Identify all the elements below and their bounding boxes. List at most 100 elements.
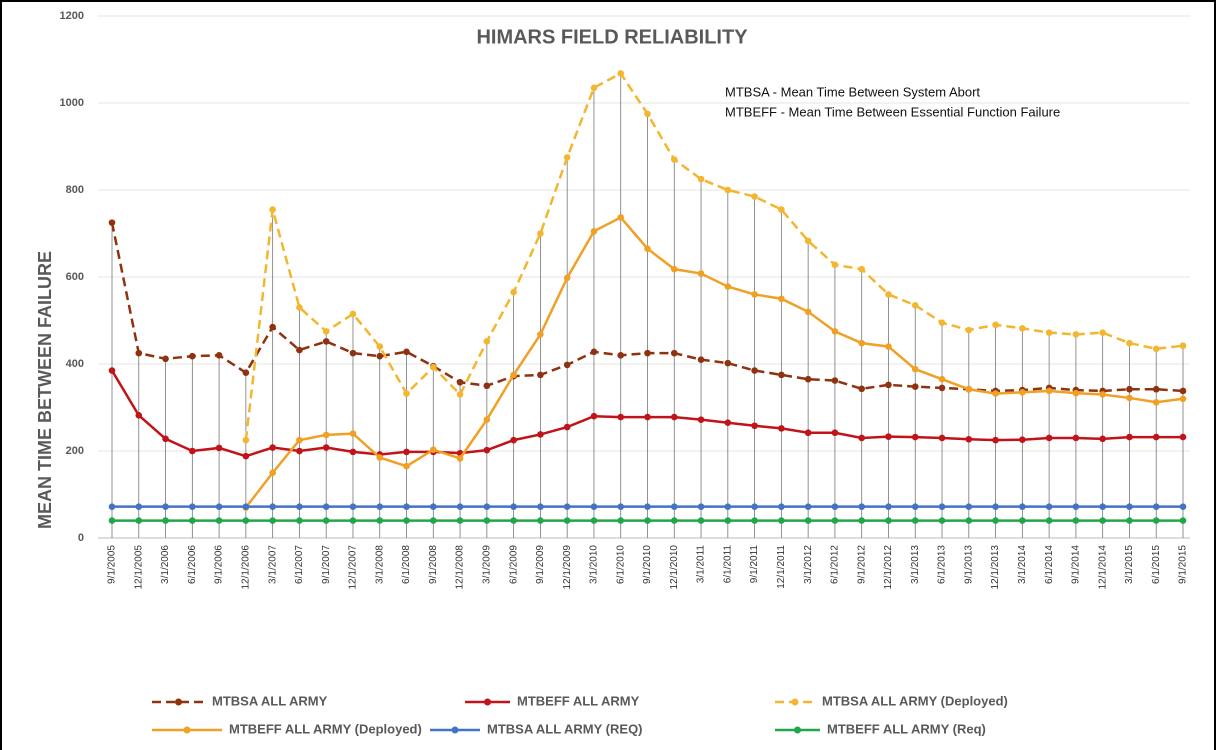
point: [349, 448, 357, 456]
point: [751, 367, 758, 374]
point: [1126, 433, 1133, 441]
point: [483, 446, 491, 454]
y-tick-label: 0: [78, 532, 84, 544]
point: [1019, 325, 1026, 332]
annotation: MTBSA - Mean Time Between System Abort: [725, 84, 980, 99]
point: [215, 517, 223, 524]
point: [403, 503, 410, 510]
point: [670, 265, 678, 273]
point: [403, 517, 410, 524]
point: [1099, 435, 1106, 443]
point: [858, 517, 865, 524]
y-tick-label: 1200: [60, 10, 84, 22]
x-tick-label: 12/1/2011: [776, 545, 787, 589]
legend-marker: [183, 726, 191, 734]
point: [349, 430, 357, 437]
point: [563, 503, 571, 510]
point: [376, 352, 384, 360]
point: [296, 436, 303, 444]
point: [296, 304, 303, 311]
legend-marker: [794, 726, 801, 734]
point: [992, 390, 999, 397]
point: [644, 110, 651, 118]
point: [483, 503, 491, 510]
point: [510, 517, 517, 524]
point: [938, 319, 946, 326]
x-tick-label: 9/1/2006: [214, 545, 225, 584]
point: [1099, 517, 1106, 524]
x-tick-label: 12/1/2010: [669, 545, 680, 590]
point: [1126, 517, 1133, 524]
point: [751, 503, 758, 510]
point: [269, 323, 276, 331]
point: [831, 429, 839, 437]
legend-marker: [791, 698, 799, 706]
point: [911, 503, 919, 510]
point: [1179, 387, 1187, 395]
point: [1045, 329, 1053, 336]
point: [510, 503, 517, 510]
point: [563, 154, 571, 161]
x-tick-label: 3/1/2014: [1017, 545, 1028, 584]
point: [456, 391, 464, 398]
point: [322, 431, 330, 439]
series-line: [244, 71, 1184, 441]
point: [376, 343, 384, 350]
point: [349, 517, 357, 524]
point: [911, 365, 919, 373]
point: [965, 435, 973, 443]
point: [938, 503, 946, 510]
point: [831, 377, 839, 384]
x-tick-label: 9/1/2013: [963, 545, 974, 584]
point: [617, 70, 625, 77]
point: [563, 517, 571, 524]
point: [269, 503, 276, 510]
legend-marker: [484, 698, 491, 706]
legend-label: MTBSA ALL ARMY (Deployed): [822, 693, 1008, 708]
x-tick-label: 3/1/2012: [803, 545, 814, 584]
point: [831, 261, 839, 269]
point: [965, 517, 973, 524]
x-tick-label: 12/1/2008: [455, 545, 466, 590]
point: [456, 455, 464, 462]
point: [831, 503, 839, 510]
point: [617, 413, 625, 421]
y-tick-label: 400: [66, 358, 84, 370]
point: [590, 412, 598, 420]
point: [269, 517, 276, 524]
x-tick-label: 6/1/2011: [722, 545, 733, 584]
point: [644, 517, 651, 524]
point: [135, 517, 143, 524]
point: [135, 349, 143, 357]
point: [644, 503, 651, 510]
x-tick-label: 3/1/2006: [160, 545, 171, 584]
x-tick-label: 12/1/2005: [133, 545, 144, 590]
x-tick-label: 12/1/2006: [241, 545, 252, 590]
point: [778, 295, 785, 303]
point: [215, 352, 223, 359]
point: [724, 186, 732, 194]
legend-label: MTBEFF ALL ARMY (Deployed): [229, 721, 422, 736]
point: [456, 517, 464, 524]
point: [430, 503, 437, 510]
point: [858, 265, 865, 273]
point: [1152, 517, 1160, 524]
point: [1019, 388, 1026, 396]
point: [724, 359, 732, 367]
series-line: [244, 215, 1184, 509]
point: [215, 503, 223, 510]
point: [778, 371, 785, 379]
point: [1126, 394, 1133, 402]
point: [644, 245, 651, 253]
point: [858, 434, 865, 442]
point: [483, 416, 491, 423]
point: [537, 431, 544, 438]
x-tick-label: 6/1/2009: [508, 545, 519, 584]
point: [858, 339, 865, 347]
point: [242, 436, 250, 444]
point: [911, 433, 919, 441]
point: [617, 503, 625, 510]
point: [456, 378, 464, 386]
